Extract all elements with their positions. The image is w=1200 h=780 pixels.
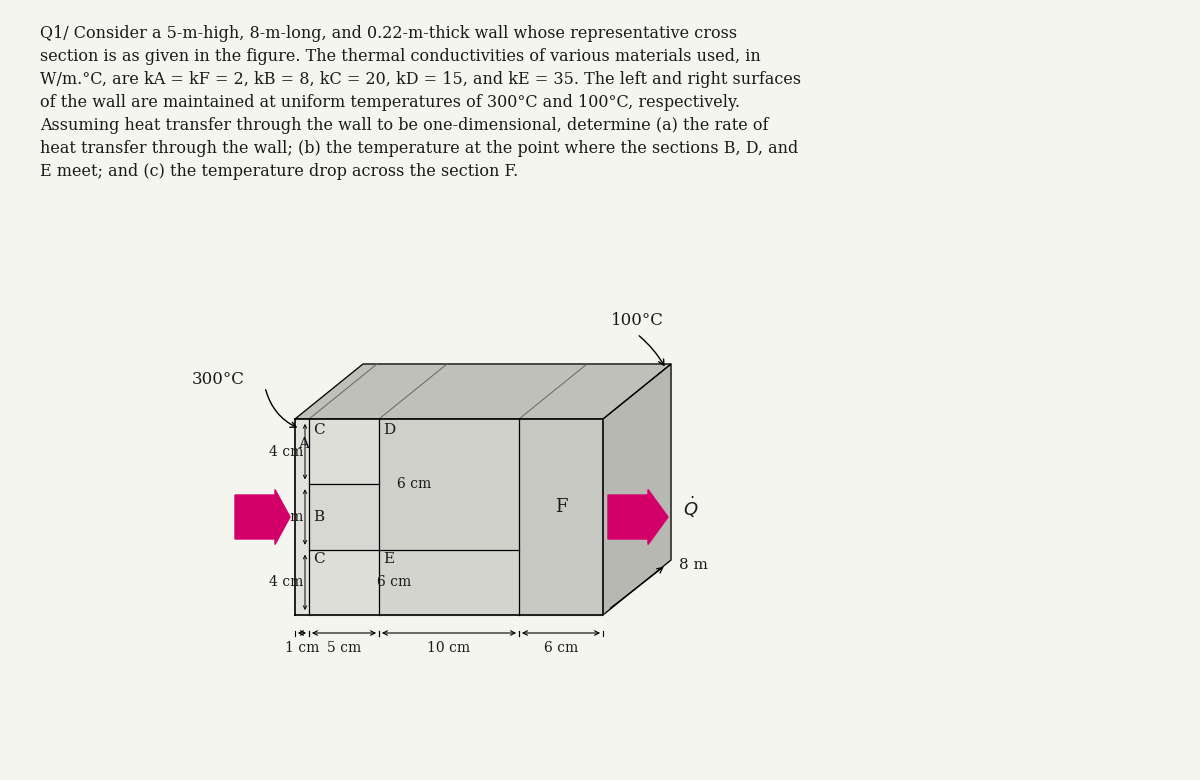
Text: 8 m: 8 m	[679, 558, 708, 572]
Text: 4 cm: 4 cm	[269, 445, 302, 459]
Text: 5 cm: 5 cm	[326, 641, 361, 655]
Text: D: D	[383, 423, 395, 437]
Text: 100°C: 100°C	[611, 312, 664, 329]
Text: A: A	[298, 437, 310, 451]
Polygon shape	[295, 364, 671, 419]
Text: Q1/ Consider a 5-m-high, 8-m-long, and 0.22-m-thick wall whose representative cr: Q1/ Consider a 5-m-high, 8-m-long, and 0…	[40, 25, 737, 42]
Text: 300°C: 300°C	[192, 370, 245, 388]
Text: of the wall are maintained at uniform temperatures of 300°C and 100°C, respectiv: of the wall are maintained at uniform te…	[40, 94, 740, 111]
Text: E: E	[383, 551, 394, 565]
Text: 1 cm: 1 cm	[284, 641, 319, 655]
Polygon shape	[295, 419, 310, 615]
Text: B: B	[313, 510, 324, 524]
FancyArrow shape	[235, 490, 290, 544]
Text: heat transfer through the wall; (b) the temperature at the point where the secti: heat transfer through the wall; (b) the …	[40, 140, 798, 157]
Polygon shape	[310, 484, 379, 550]
FancyArrow shape	[608, 490, 668, 544]
Text: E meet; and (c) the temperature drop across the section F.: E meet; and (c) the temperature drop acr…	[40, 163, 518, 180]
Text: Assuming heat transfer through the wall to be one-dimensional, determine (a) the: Assuming heat transfer through the wall …	[40, 117, 768, 134]
Text: 6 cm: 6 cm	[397, 477, 431, 491]
Text: C: C	[313, 551, 325, 565]
Text: 6 cm: 6 cm	[544, 641, 578, 655]
Text: $\dot{Q}$: $\dot{Q}$	[683, 495, 698, 519]
Polygon shape	[310, 550, 379, 615]
Text: 10 cm: 10 cm	[427, 641, 470, 655]
Text: 4 cm: 4 cm	[269, 576, 302, 590]
Polygon shape	[379, 419, 520, 550]
Polygon shape	[520, 419, 604, 615]
Polygon shape	[604, 364, 671, 615]
Text: section is as given in the figure. The thermal conductivities of various materia: section is as given in the figure. The t…	[40, 48, 761, 65]
Polygon shape	[379, 550, 520, 615]
Text: F: F	[554, 498, 568, 516]
Polygon shape	[310, 419, 379, 484]
Text: W/m.°C, are kA = kF = 2, kB = 8, kC = 20, kD = 15, and kE = 35. The left and rig: W/m.°C, are kA = kF = 2, kB = 8, kC = 20…	[40, 71, 802, 88]
Text: 4 cm: 4 cm	[269, 510, 302, 524]
Text: 6 cm: 6 cm	[377, 576, 412, 590]
Text: C: C	[313, 423, 325, 437]
